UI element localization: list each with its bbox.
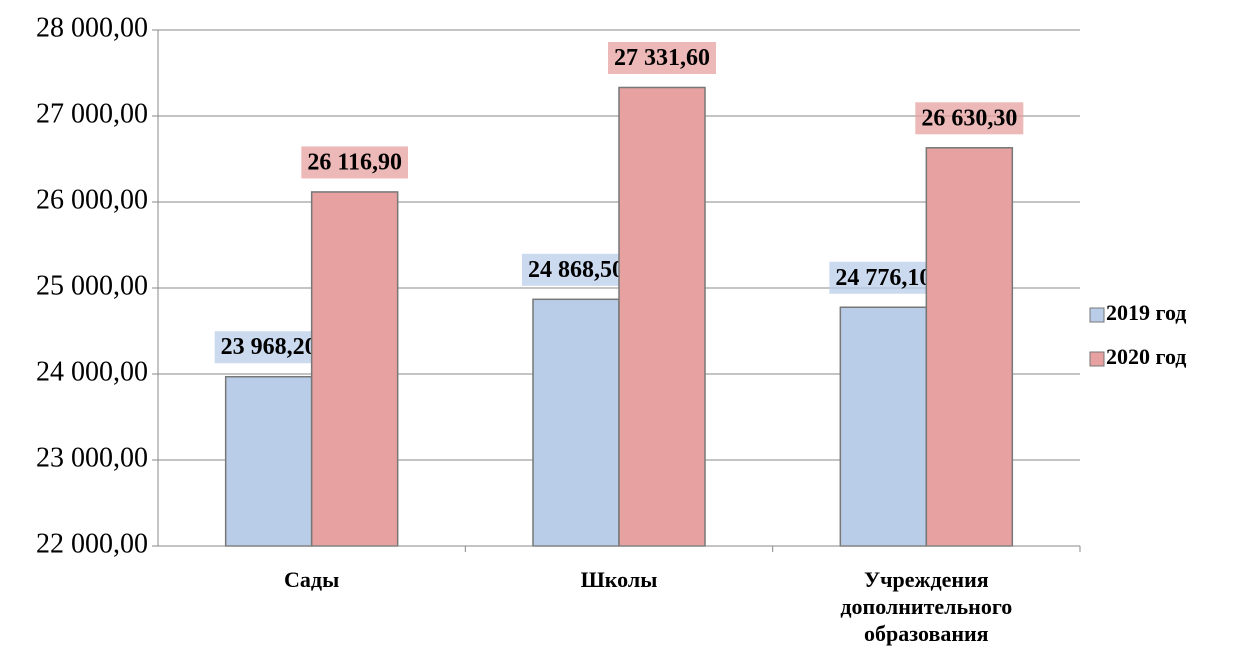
y-tick-label: 27 000,00 [36, 98, 148, 129]
data-label-box [214, 331, 323, 364]
data-label: 24 868,50 [528, 257, 624, 283]
y-tick-label: 24 000,00 [36, 356, 148, 387]
data-label-box [301, 146, 409, 179]
y-tick-label: 22 000,00 [36, 528, 148, 559]
legend-swatch [1089, 351, 1105, 367]
x-tick-label: Школы [580, 567, 658, 592]
bar [532, 298, 620, 547]
data-label-box [829, 261, 938, 294]
x-tick-label: Сады [284, 567, 340, 592]
bar [925, 147, 1014, 547]
x-tick-label: Учреждения дополнительного образования [840, 567, 1013, 646]
bar [224, 375, 313, 547]
data-label: 26 630,30 [921, 105, 1017, 131]
legend-label: 2020 год [1106, 344, 1186, 369]
bar [618, 86, 706, 547]
legend-label: 2019 год [1106, 300, 1186, 325]
data-label-box [915, 102, 1024, 135]
y-tick-label: 23 000,00 [36, 442, 148, 473]
y-tick-label: 25 000,00 [36, 270, 148, 301]
bar [839, 306, 928, 547]
data-label: 26 116,90 [307, 149, 402, 175]
data-label-box [522, 253, 630, 286]
data-label: 24 776,10 [835, 265, 931, 291]
legend-swatch [1089, 307, 1105, 323]
data-label: 23 968,20 [221, 334, 317, 360]
y-tick-label: 28 000,00 [36, 12, 148, 43]
y-tick-label: 26 000,00 [36, 184, 148, 215]
bar [310, 191, 399, 547]
data-label-box [608, 41, 716, 74]
data-label: 27 331,60 [614, 45, 710, 71]
